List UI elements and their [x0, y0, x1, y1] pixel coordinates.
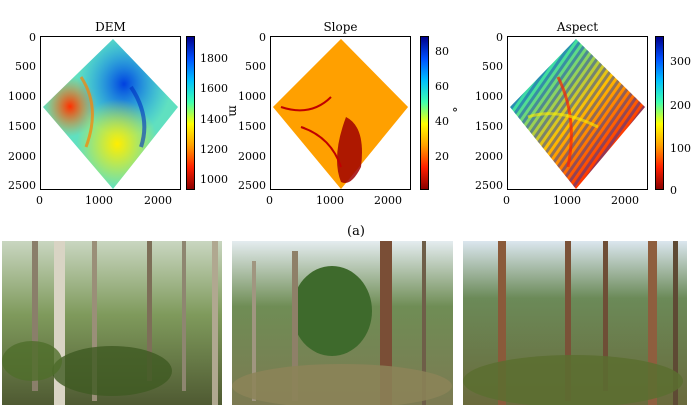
- x-tick: 1000: [553, 194, 581, 207]
- y-tick: 2500: [475, 179, 503, 192]
- colorbar-tick: 60: [435, 80, 449, 93]
- y-tick: 500: [15, 60, 36, 73]
- colorbar-tick: 1000: [200, 173, 228, 186]
- colorbar-tick: 0: [670, 184, 677, 197]
- colorbar-tick: 300: [670, 55, 691, 68]
- colorbar-tick: 100: [670, 142, 691, 155]
- x-tick: 0: [503, 194, 510, 207]
- y-tick: 2500: [8, 179, 36, 192]
- y-tick: 500: [482, 60, 503, 73]
- colorbar: [420, 36, 429, 190]
- dem-map: [40, 36, 181, 190]
- aspect-panel: Aspect 0 500 1000 1500 2000: [468, 0, 699, 225]
- x-tick: 2000: [374, 194, 402, 207]
- colorbar-label: °: [452, 106, 458, 120]
- y-tick: 500: [245, 60, 266, 73]
- y-tick: 2000: [475, 150, 503, 163]
- colorbar-tick: 1200: [200, 143, 228, 156]
- forest-photo-2: [232, 241, 453, 405]
- y-tick: 1500: [475, 120, 503, 133]
- slope-map: [270, 36, 411, 190]
- x-tick: 1000: [316, 194, 344, 207]
- panel-title: DEM: [95, 20, 126, 34]
- colorbar-tick: 200: [670, 99, 691, 112]
- x-tick: 1000: [85, 194, 113, 207]
- y-tick: 2000: [238, 150, 266, 163]
- colorbar-tick: 40: [435, 115, 449, 128]
- panel-title: Aspect: [556, 20, 599, 34]
- panel-title: Slope: [323, 20, 358, 34]
- y-tick: 1500: [238, 120, 266, 133]
- y-tick: 1500: [8, 120, 36, 133]
- x-tick: 0: [266, 194, 273, 207]
- y-tick: 2000: [8, 150, 36, 163]
- x-tick: 2000: [144, 194, 172, 207]
- figure-label: (a): [347, 224, 365, 239]
- x-tick: 0: [36, 194, 43, 207]
- colorbar-tick: 80: [435, 45, 449, 58]
- dem-panel: DEM 0 500 1000 1500 2000 2500: [0, 0, 241, 225]
- forest-photo-3: [463, 241, 687, 405]
- y-tick: 0: [259, 31, 266, 44]
- colorbar: [186, 36, 195, 190]
- x-tick: 2000: [611, 194, 639, 207]
- y-tick: 1000: [475, 90, 503, 103]
- y-tick: 1000: [238, 90, 266, 103]
- y-tick: 0: [496, 31, 503, 44]
- forest-photo-1: [2, 241, 222, 405]
- colorbar-tick: 1800: [200, 52, 228, 65]
- colorbar-tick: 1400: [200, 113, 228, 126]
- y-tick: 2500: [238, 179, 266, 192]
- slope-panel: Slope 0 500 1000 1500 2000 2500 0 1000 2…: [234, 0, 467, 225]
- y-tick: 0: [29, 31, 36, 44]
- y-tick: 1000: [8, 90, 36, 103]
- colorbar: [655, 36, 664, 190]
- colorbar-tick: 1600: [200, 82, 228, 95]
- aspect-map: [507, 36, 648, 190]
- colorbar-tick: 20: [435, 150, 449, 163]
